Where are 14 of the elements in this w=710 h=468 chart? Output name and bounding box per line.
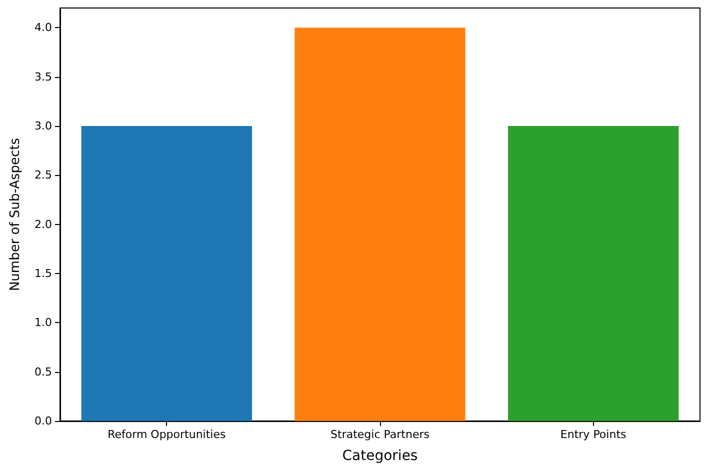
y-tick-label: 2.5: [34, 168, 52, 182]
y-axis-title: Number of Sub-Aspects: [8, 138, 23, 292]
y-tick-label: 1.5: [34, 267, 52, 280]
y-tick-label: 0.5: [34, 365, 52, 378]
y-tick-label: 0.0: [34, 414, 52, 428]
y-tick-label: 3.5: [34, 70, 52, 84]
y-tick-label: 4.0: [34, 21, 52, 34]
x-axis-title: Categories: [342, 448, 418, 464]
y-tick-label: 1.0: [34, 316, 52, 330]
y-tick-label: 3.0: [34, 120, 52, 132]
y-tick-label: 2.0: [34, 218, 52, 231]
x-tick-label: Strategic Partners: [330, 428, 430, 441]
x-tick-label: Reform Opportunities: [108, 428, 226, 441]
x-tick-label: Entry Points: [560, 428, 627, 441]
